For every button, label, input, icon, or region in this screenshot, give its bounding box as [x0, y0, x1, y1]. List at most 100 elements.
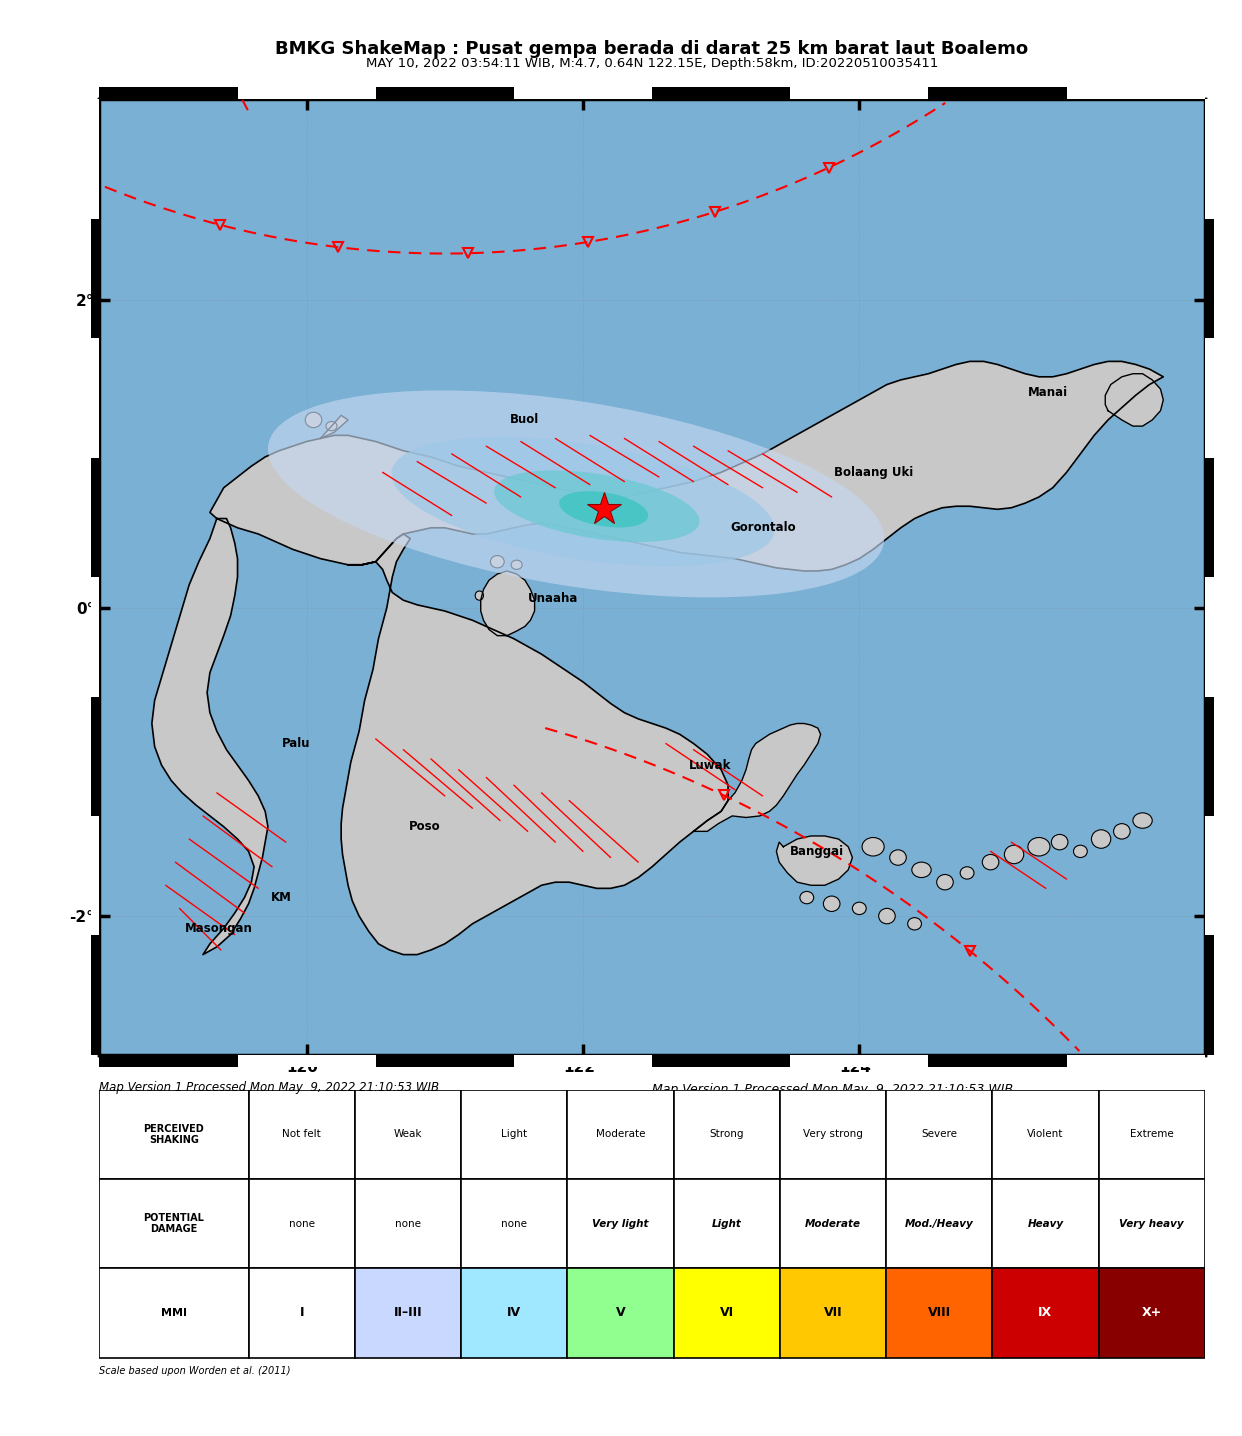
Bar: [568, 1090, 673, 1179]
Polygon shape: [481, 572, 534, 636]
Bar: [91, 577, 99, 696]
Text: Moderate: Moderate: [805, 1219, 861, 1229]
Bar: [355, 1090, 461, 1179]
Ellipse shape: [476, 592, 483, 600]
Text: I: I: [299, 1307, 304, 1320]
Bar: [91, 339, 99, 458]
Ellipse shape: [982, 854, 999, 870]
Ellipse shape: [391, 437, 775, 566]
Text: Extreme: Extreme: [1130, 1129, 1174, 1139]
Bar: [355, 1268, 461, 1357]
Bar: [91, 935, 99, 1055]
Bar: [91, 99, 99, 218]
Text: Banggai: Banggai: [790, 844, 845, 857]
Ellipse shape: [1028, 837, 1049, 856]
Text: none: none: [502, 1219, 527, 1229]
Text: II–III: II–III: [394, 1307, 422, 1320]
Ellipse shape: [878, 909, 895, 923]
Bar: [1205, 99, 1213, 218]
Bar: [780, 1179, 886, 1268]
Text: Scale based upon Worden et al. (2011): Scale based upon Worden et al. (2011): [99, 1366, 291, 1376]
Bar: [886, 1179, 992, 1268]
Ellipse shape: [823, 896, 840, 912]
Bar: [248, 1179, 355, 1268]
Text: IV: IV: [507, 1307, 522, 1320]
Bar: [790, 1055, 929, 1067]
Ellipse shape: [1133, 813, 1153, 829]
Ellipse shape: [908, 918, 922, 931]
Bar: [1067, 1055, 1205, 1067]
Ellipse shape: [960, 867, 974, 879]
Text: Light: Light: [501, 1129, 528, 1139]
Text: Heavy: Heavy: [1027, 1219, 1063, 1229]
Ellipse shape: [559, 491, 648, 527]
Bar: [461, 1268, 568, 1357]
Ellipse shape: [1052, 834, 1068, 850]
Bar: [237, 1055, 375, 1067]
Bar: [1098, 1268, 1205, 1357]
X-axis label: Map Version 1 Processed Mon May  9, 2022 21:10:53 WIB: Map Version 1 Processed Mon May 9, 2022 …: [652, 1083, 1013, 1096]
Bar: [780, 1090, 886, 1179]
Bar: [673, 1090, 780, 1179]
Polygon shape: [210, 362, 1164, 572]
Ellipse shape: [494, 471, 699, 541]
Bar: [91, 696, 99, 816]
Text: Moderate: Moderate: [596, 1129, 645, 1139]
Ellipse shape: [268, 391, 884, 597]
Text: IX: IX: [1038, 1307, 1052, 1320]
Text: Map Version 1 Processed Mon May  9, 2022 21:10:53 WIB: Map Version 1 Processed Mon May 9, 2022 …: [99, 1081, 440, 1094]
Bar: [248, 1090, 355, 1179]
Text: Unaaha: Unaaha: [528, 592, 578, 605]
Text: Buol: Buol: [509, 414, 539, 426]
Text: VIII: VIII: [928, 1307, 950, 1320]
Text: Not felt: Not felt: [282, 1129, 322, 1139]
Bar: [790, 88, 929, 99]
Bar: [1098, 1179, 1205, 1268]
Ellipse shape: [491, 556, 504, 567]
Bar: [99, 1055, 237, 1067]
Text: X+: X+: [1141, 1307, 1161, 1320]
Bar: [99, 1268, 248, 1357]
Bar: [248, 1268, 355, 1357]
Bar: [992, 1090, 1098, 1179]
Text: Light: Light: [712, 1219, 741, 1229]
Bar: [461, 1090, 568, 1179]
Bar: [99, 1090, 248, 1179]
Bar: [514, 1055, 652, 1067]
Text: Gorontalo: Gorontalo: [730, 521, 796, 534]
Bar: [1205, 935, 1213, 1055]
Text: Very strong: Very strong: [804, 1129, 863, 1139]
Text: none: none: [288, 1219, 314, 1229]
Text: Masongan: Masongan: [185, 922, 253, 935]
Bar: [929, 1055, 1067, 1067]
Bar: [91, 816, 99, 935]
Ellipse shape: [325, 422, 337, 431]
Bar: [91, 218, 99, 339]
Ellipse shape: [912, 862, 932, 877]
Text: Very light: Very light: [592, 1219, 648, 1229]
Polygon shape: [320, 415, 348, 438]
Text: Luwak: Luwak: [689, 758, 732, 771]
Bar: [375, 1055, 514, 1067]
Bar: [375, 88, 514, 99]
Text: POTENTIAL
DAMAGE: POTENTIAL DAMAGE: [144, 1213, 205, 1235]
Text: PERCEIVED
SHAKING: PERCEIVED SHAKING: [144, 1123, 205, 1144]
Polygon shape: [152, 518, 268, 955]
Text: Poso: Poso: [409, 820, 441, 833]
Bar: [652, 1055, 790, 1067]
Bar: [673, 1179, 780, 1268]
Bar: [1205, 339, 1213, 458]
Bar: [461, 1179, 568, 1268]
Ellipse shape: [862, 837, 884, 856]
Ellipse shape: [852, 902, 866, 915]
Bar: [652, 88, 790, 99]
Bar: [568, 1268, 673, 1357]
Bar: [1205, 458, 1213, 577]
Bar: [355, 1179, 461, 1268]
Ellipse shape: [1073, 846, 1087, 857]
Ellipse shape: [1092, 830, 1110, 849]
Text: Very heavy: Very heavy: [1119, 1219, 1184, 1229]
Bar: [780, 1268, 886, 1357]
Polygon shape: [776, 836, 852, 885]
Ellipse shape: [1114, 824, 1130, 839]
